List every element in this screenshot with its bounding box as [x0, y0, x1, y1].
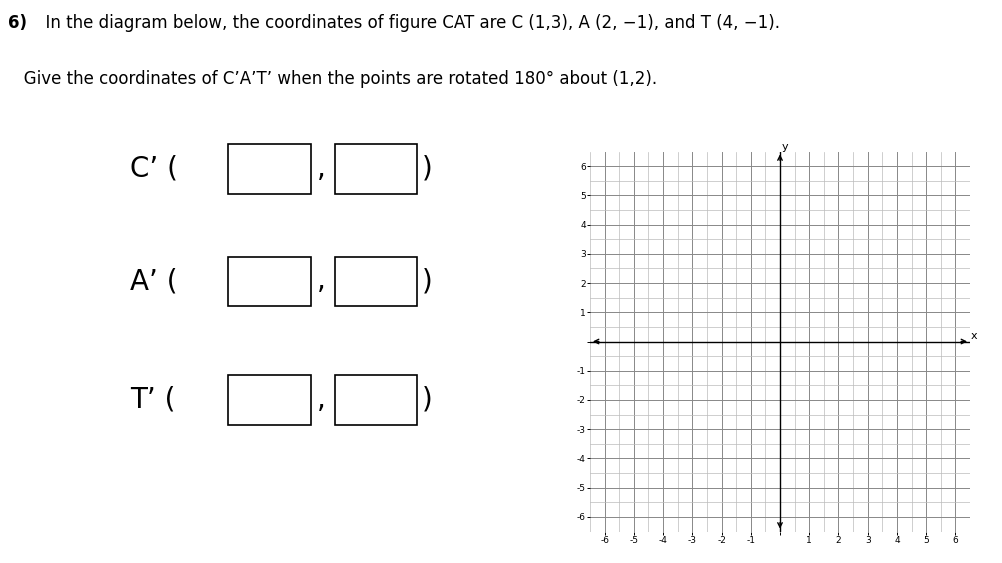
- Text: x: x: [971, 331, 978, 341]
- Text: ): ): [422, 386, 433, 414]
- Text: ,: ,: [317, 155, 326, 183]
- Bar: [335, 144, 417, 194]
- Text: T’ (: T’ (: [130, 386, 175, 414]
- Text: y: y: [782, 142, 789, 152]
- Text: ): ): [422, 155, 433, 183]
- Text: 6): 6): [8, 14, 27, 32]
- Bar: [228, 144, 311, 194]
- Text: In the diagram below, the coordinates of figure CAT are C (1,3), A (2, −1), and : In the diagram below, the coordinates of…: [35, 14, 781, 32]
- Text: ): ): [422, 267, 433, 296]
- Text: Give the coordinates of C’A’T’ when the points are rotated 180° about (1,2).: Give the coordinates of C’A’T’ when the …: [8, 70, 657, 88]
- Text: A’ (: A’ (: [130, 267, 177, 296]
- Text: C’ (: C’ (: [130, 155, 178, 183]
- Text: ,: ,: [317, 386, 326, 414]
- Bar: [335, 375, 417, 425]
- Bar: [228, 375, 311, 425]
- Bar: [335, 257, 417, 306]
- Bar: [228, 257, 311, 306]
- Text: ,: ,: [317, 267, 326, 296]
